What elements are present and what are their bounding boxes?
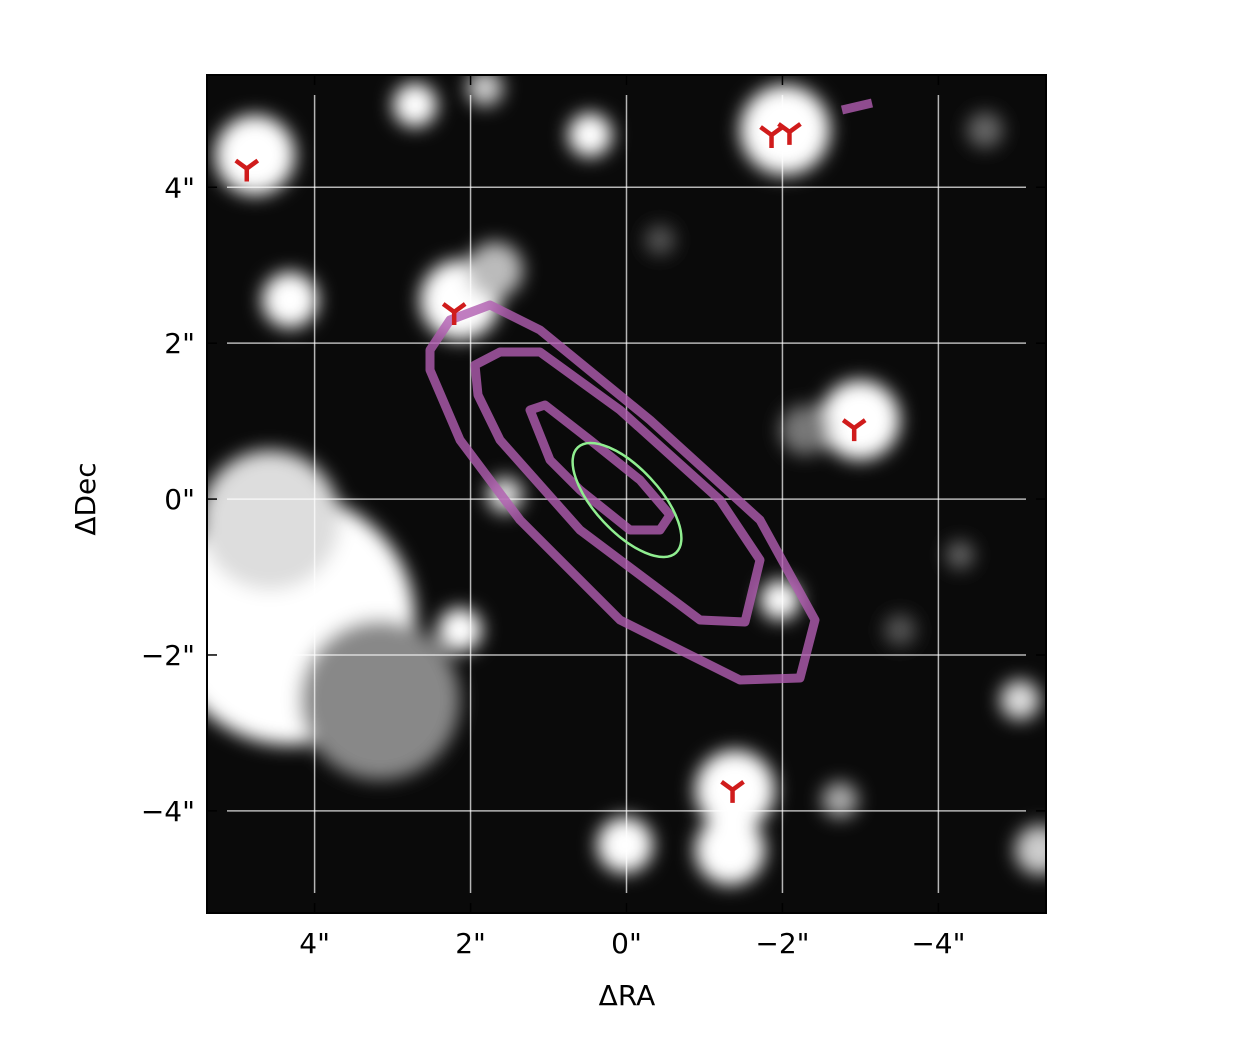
source-marker (759, 125, 784, 149)
source-marker (777, 122, 802, 145)
y-tick-label: 2" (164, 327, 195, 360)
y-tick-label: 4" (164, 171, 195, 204)
y-axis-label: ΔDec (69, 462, 102, 535)
y-tick-label: 0" (164, 483, 195, 516)
contour-outer (425, 300, 820, 685)
sky-image (207, 75, 1046, 913)
markers (234, 122, 867, 803)
x-tick-label: 4" (299, 927, 330, 960)
contour-fragment (840, 98, 874, 115)
grid (227, 95, 1026, 893)
source-marker (441, 302, 467, 325)
source-marker (841, 418, 867, 442)
contour-inner (525, 400, 675, 535)
error-ellipse (571, 441, 683, 559)
x-tick-label: 0" (611, 927, 642, 960)
x-tick-label: 2" (455, 927, 486, 960)
source-marker (720, 780, 745, 803)
contours (425, 98, 874, 685)
source-marker (234, 158, 260, 182)
contour-middle (470, 347, 765, 627)
y-tick-label: −4" (141, 795, 195, 828)
y-tick-label: −2" (141, 639, 195, 672)
x-tick-label: −4" (911, 927, 965, 960)
x-axis-label: ΔRA (599, 979, 656, 1012)
x-tick-label: −2" (755, 927, 809, 960)
